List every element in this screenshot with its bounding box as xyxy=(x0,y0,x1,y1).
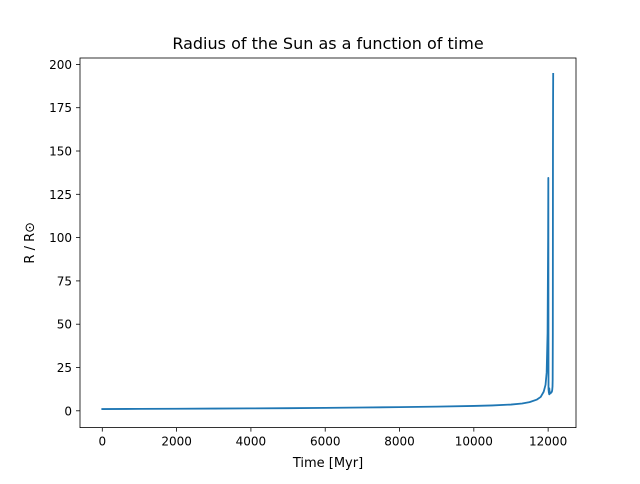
x-axis-label: Time [Myr] xyxy=(292,456,363,471)
y-tick-label: 125 xyxy=(49,188,72,202)
x-tick-label: 2000 xyxy=(161,435,192,449)
x-tick-label: 4000 xyxy=(236,435,267,449)
axes-frame xyxy=(79,57,577,429)
plot-area xyxy=(101,73,555,410)
y-tick-label: 175 xyxy=(49,101,72,115)
y-tick-label: 0 xyxy=(64,404,72,418)
y-tick-label: 200 xyxy=(49,58,72,72)
chart-title: Radius of the Sun as a function of time xyxy=(172,34,483,53)
x-tick-label: 8000 xyxy=(384,435,415,449)
y-tick-label: 75 xyxy=(57,274,72,288)
y-tick-label: 50 xyxy=(57,318,72,332)
y-axis-ticks: 0 25 50 75 100 125 150 175 200 xyxy=(49,58,80,418)
y-tick-label: 150 xyxy=(49,145,72,159)
x-tick-label: 12000 xyxy=(529,435,567,449)
x-tick-label: 6000 xyxy=(310,435,341,449)
x-tick-label: 10000 xyxy=(455,435,493,449)
x-axis-ticks: 0 2000 4000 6000 8000 10000 12000 xyxy=(98,427,567,449)
y-tick-label: 25 xyxy=(57,361,72,375)
x-tick-label: 0 xyxy=(98,435,106,449)
series-line-0 xyxy=(101,73,555,410)
y-tick-label: 100 xyxy=(49,231,72,245)
y-axis-label: R / R⊙ xyxy=(23,222,38,264)
